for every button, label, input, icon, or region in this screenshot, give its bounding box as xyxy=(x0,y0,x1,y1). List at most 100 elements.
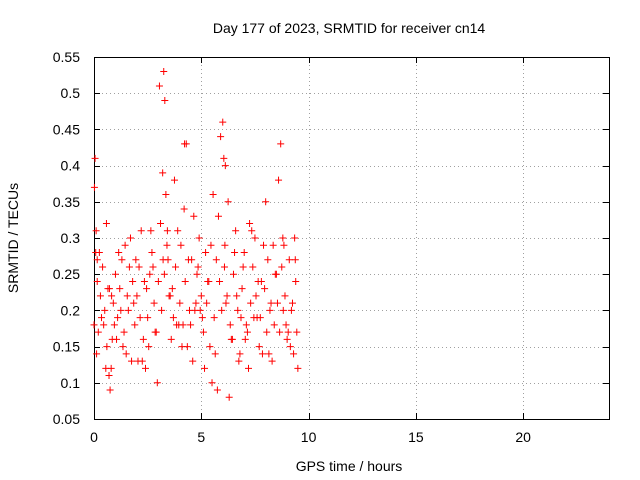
data-point xyxy=(134,357,142,365)
data-point xyxy=(251,234,259,242)
chart-title: Day 177 of 2023, SRMTID for receiver cn1… xyxy=(213,20,486,36)
data-point xyxy=(174,227,182,235)
data-point xyxy=(185,306,193,314)
x-tick-label: 15 xyxy=(408,429,424,445)
data-point xyxy=(220,154,228,162)
data-point xyxy=(198,314,206,322)
data-point xyxy=(91,154,99,162)
y-tick-label: 0.05 xyxy=(53,411,80,427)
data-point xyxy=(153,379,161,387)
data-point xyxy=(249,263,257,271)
data-point xyxy=(139,335,147,343)
data-point xyxy=(131,321,139,329)
data-point xyxy=(231,248,239,256)
data-point xyxy=(196,306,204,314)
data-point xyxy=(106,386,114,394)
data-point xyxy=(119,343,127,351)
y-axis-label: SRMTID / TECUs xyxy=(5,183,21,293)
data-point xyxy=(242,321,250,329)
data-point xyxy=(102,364,110,372)
data-point xyxy=(159,169,167,177)
data-point xyxy=(187,321,195,329)
data-point xyxy=(142,364,149,372)
data-point xyxy=(172,263,180,271)
data-point xyxy=(222,299,230,307)
data-point xyxy=(229,270,237,278)
y-tick-label: 0.5 xyxy=(61,85,81,101)
data-point xyxy=(110,321,118,329)
data-point xyxy=(247,299,255,307)
data-point xyxy=(163,241,171,249)
data-point xyxy=(279,306,287,314)
x-tick-label: 5 xyxy=(197,429,205,445)
data-point xyxy=(210,314,218,322)
data-point xyxy=(205,277,213,285)
data-point xyxy=(132,256,140,264)
data-point xyxy=(283,335,291,343)
x-tick-label: 10 xyxy=(301,429,317,445)
data-point xyxy=(96,292,104,300)
data-point xyxy=(262,198,270,206)
data-point xyxy=(197,292,205,300)
data-point xyxy=(181,277,189,285)
y-tick-label: 0.3 xyxy=(61,230,81,246)
data-point xyxy=(160,67,168,75)
data-point xyxy=(276,328,284,336)
data-point xyxy=(188,256,196,264)
data-point xyxy=(100,321,108,329)
data-point xyxy=(207,241,215,249)
data-point xyxy=(290,350,298,358)
data-point xyxy=(287,306,295,314)
data-point xyxy=(92,227,100,235)
data-point xyxy=(192,299,200,307)
data-point xyxy=(160,270,168,278)
data-point xyxy=(135,263,143,271)
data-point xyxy=(288,299,296,307)
data-point xyxy=(115,248,123,256)
data-point xyxy=(223,292,231,300)
data-point xyxy=(180,205,188,213)
data-point xyxy=(179,321,187,329)
x-tick-labels: 0 5 10 15 20 xyxy=(90,429,531,445)
data-point xyxy=(105,285,113,293)
data-point xyxy=(111,270,119,278)
data-point xyxy=(129,277,137,285)
data-point xyxy=(291,256,299,264)
data-point xyxy=(193,270,201,278)
data-point xyxy=(270,321,278,329)
data-point xyxy=(195,234,203,242)
data-point xyxy=(225,393,233,401)
data-point xyxy=(170,176,178,184)
data-point xyxy=(261,285,269,293)
data-point xyxy=(93,350,101,358)
data-point xyxy=(133,292,141,300)
data-point xyxy=(245,364,252,372)
data-point xyxy=(147,227,155,235)
y-tick-label: 0.45 xyxy=(53,121,80,137)
data-point xyxy=(92,248,100,256)
data-point xyxy=(234,306,242,314)
data-point xyxy=(150,299,158,307)
data-point xyxy=(98,314,106,322)
data-point xyxy=(137,227,145,235)
data-point xyxy=(105,372,113,380)
data-point xyxy=(121,241,129,249)
data-point xyxy=(126,234,134,242)
data-point xyxy=(177,241,185,249)
data-point xyxy=(203,299,211,307)
data-point xyxy=(163,227,171,235)
data-point xyxy=(90,183,98,191)
data-point xyxy=(145,343,153,351)
data-point xyxy=(237,314,245,322)
y-tick-label: 0.15 xyxy=(53,339,80,355)
data-point xyxy=(292,277,300,285)
y-tick-label: 0.4 xyxy=(61,158,81,174)
y-tick-label: 0.25 xyxy=(53,266,80,282)
data-point xyxy=(256,314,264,322)
data-point xyxy=(293,328,301,336)
data-point xyxy=(93,277,101,285)
data-point xyxy=(221,241,229,249)
data-point xyxy=(236,350,244,358)
data-point xyxy=(238,285,246,293)
